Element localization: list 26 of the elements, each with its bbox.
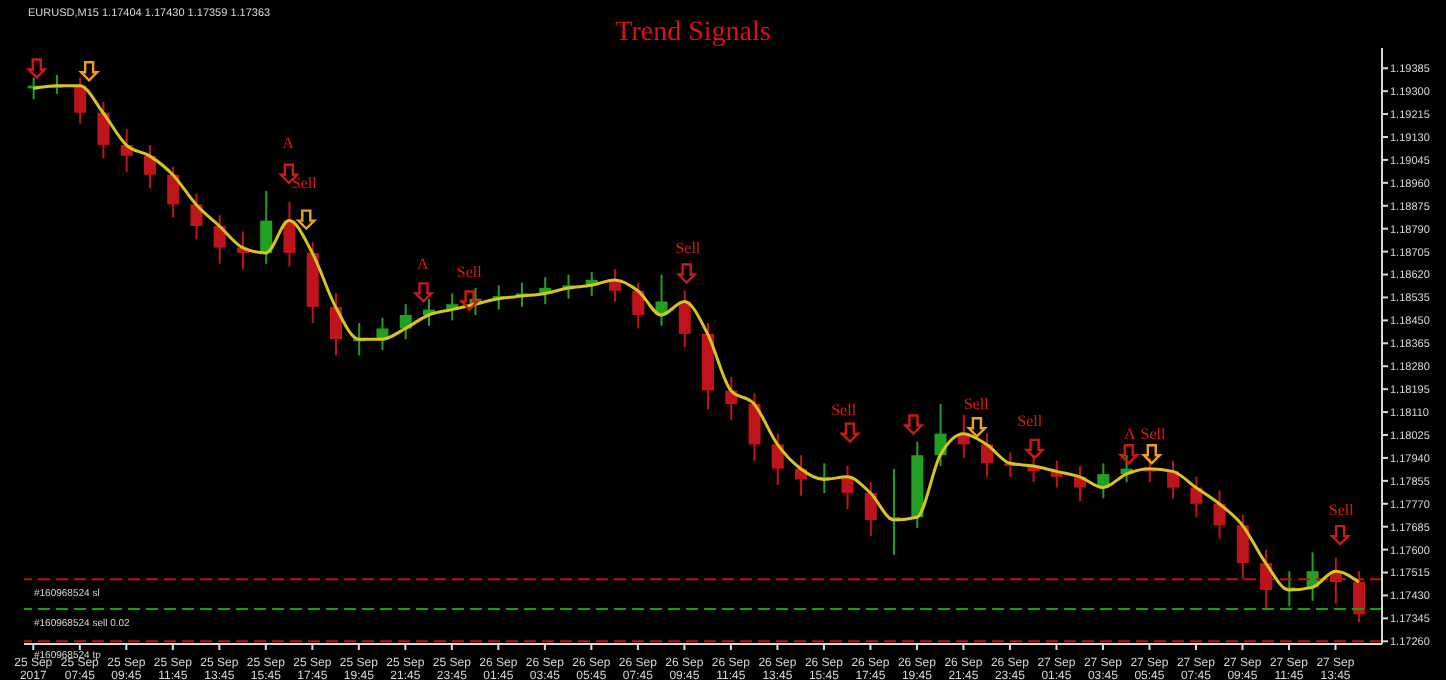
annotation: Sell <box>1017 411 1044 430</box>
candlestick <box>283 200 296 268</box>
candlestick <box>771 432 784 486</box>
annotation: A <box>417 255 430 274</box>
chart-title: Trend Signals <box>615 18 771 48</box>
annotation: Sell <box>1140 425 1167 444</box>
candlestick <box>97 100 110 160</box>
candlestick <box>260 189 273 265</box>
candlestick <box>1167 459 1180 500</box>
annotation: A <box>282 133 295 152</box>
annotation: A <box>1123 425 1136 444</box>
annotation: Sell <box>675 238 702 257</box>
candlestick <box>678 289 691 349</box>
candlestick <box>864 481 877 538</box>
candlestick <box>143 144 156 190</box>
annotation: Sell <box>291 174 319 193</box>
annotation: Sell <box>963 395 991 414</box>
annotation: Sell <box>456 263 484 282</box>
candlestick <box>632 281 645 330</box>
candlestick <box>167 165 180 219</box>
candlestick <box>190 192 203 241</box>
candlestick <box>748 392 761 462</box>
annotation: Sell <box>831 400 858 419</box>
candlestick <box>213 214 226 265</box>
candlestick <box>74 76 87 125</box>
annotation: Sell <box>1328 500 1356 519</box>
